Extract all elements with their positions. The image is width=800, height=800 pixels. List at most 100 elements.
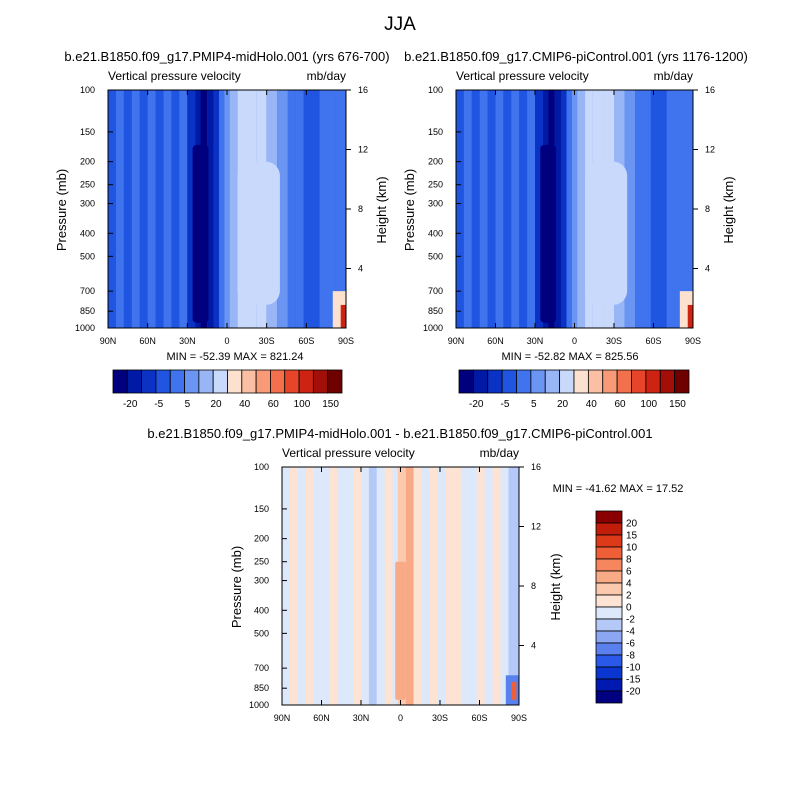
colorbar-label: -20 xyxy=(469,399,484,410)
field-cell xyxy=(139,90,148,328)
colorbar-box xyxy=(587,369,604,394)
colorbar-box xyxy=(595,558,623,572)
field-cell xyxy=(282,467,290,705)
field-cell xyxy=(289,467,298,705)
colorbar-box xyxy=(516,369,532,394)
field-cell xyxy=(171,90,180,328)
field-cell xyxy=(492,467,501,705)
field-cell xyxy=(535,90,543,328)
colorbar-box xyxy=(227,369,243,394)
field-cell xyxy=(192,144,209,323)
field-cell xyxy=(635,90,643,328)
y-tick-label: 200 xyxy=(254,534,269,544)
colorbar-label: 5 xyxy=(531,399,537,410)
field-cell xyxy=(368,467,377,705)
y-tick-label: 150 xyxy=(254,504,269,514)
field-cell xyxy=(187,90,196,328)
colorbar-box xyxy=(298,369,314,394)
colorbar-box xyxy=(241,369,257,394)
colorbar-label: 20 xyxy=(626,519,638,530)
colorbar-box xyxy=(472,369,489,394)
colorbar-box xyxy=(559,369,575,394)
field-cell xyxy=(468,467,477,705)
field-cell xyxy=(682,90,693,328)
height-tick-label: 16 xyxy=(705,85,715,95)
y-tick-label: 1000 xyxy=(75,323,95,333)
axes: 90N 60N 30N 0 30S 60S 90S 100 150 200 250 300 400 500… xyxy=(249,462,541,723)
field-cell xyxy=(321,467,330,705)
colorbar-label: 40 xyxy=(239,399,251,410)
field-cell xyxy=(361,467,369,705)
height-tick-label: 4 xyxy=(531,641,536,651)
colorbar-label: 60 xyxy=(268,399,280,410)
height-tick-label: 8 xyxy=(531,581,536,591)
colorbar-box xyxy=(126,369,143,394)
field-cell xyxy=(511,681,517,700)
colorbar: -20 -5 5 20 40 60 100 150 xyxy=(458,369,690,410)
y-tick-label: 700 xyxy=(428,286,443,296)
contour-field xyxy=(282,467,519,705)
min-max-stats: MIN = -52.39 MAX = 821.24 xyxy=(167,351,304,363)
colorbar: -20 -5 5 20 40 60 100 150 xyxy=(112,369,343,410)
colorbar-box xyxy=(595,666,623,680)
field-cell xyxy=(666,90,675,328)
y-tick-label: 300 xyxy=(80,199,95,209)
x-tick-label: 30N xyxy=(353,713,370,723)
field-cell xyxy=(463,90,472,328)
y-tick-label: 400 xyxy=(254,605,269,615)
colorbar-box xyxy=(595,606,623,620)
colorbar-label: 100 xyxy=(640,399,657,410)
x-tick-label: 90S xyxy=(511,713,527,723)
field-cell xyxy=(305,467,314,705)
colorbar-box xyxy=(595,630,623,644)
field-cell xyxy=(687,304,693,328)
y-tick-label: 1000 xyxy=(249,700,269,710)
y-tick-label: 500 xyxy=(254,628,269,638)
x-tick-label: 0 xyxy=(572,336,577,346)
colorbar-box xyxy=(645,369,661,394)
height-tick-label: 4 xyxy=(358,264,363,274)
y-tick-label: 300 xyxy=(428,199,443,209)
x-tick-label: 30S xyxy=(432,713,448,723)
x-tick-label: 30S xyxy=(606,336,622,346)
x-tick-label: 60S xyxy=(645,336,661,346)
x-tick-label: 0 xyxy=(398,713,403,723)
field-cell xyxy=(219,90,225,328)
colorbar-label: -20 xyxy=(626,687,641,698)
axes: 90N 60N 30N 0 30S 60S 90S 100 150 200 250 300 400 500… xyxy=(423,85,715,346)
field-cell xyxy=(566,90,572,328)
x-tick-label: 60N xyxy=(487,336,504,346)
y-tick-label: 700 xyxy=(254,663,269,673)
field-cell xyxy=(345,467,354,705)
colorbar-box xyxy=(659,369,676,394)
field-cell xyxy=(123,90,132,328)
colorbar-label: 60 xyxy=(614,399,626,410)
field-cell xyxy=(131,90,140,328)
field-cell xyxy=(540,144,557,323)
field-cell xyxy=(500,467,509,705)
x-tick-label: 60N xyxy=(313,713,330,723)
field-cell xyxy=(554,90,562,328)
y-tick-label: 250 xyxy=(254,557,269,567)
colorbar-box xyxy=(458,369,474,394)
height-tick-label: 12 xyxy=(358,145,368,155)
height-tick-label: 12 xyxy=(705,145,715,155)
y-axis-right-label: Height (km) xyxy=(548,553,563,620)
colorbar-box xyxy=(312,369,329,394)
panel-title: b.e21.B1850.f09_g17.CMIP6-piControl.001 … xyxy=(404,49,748,64)
field-cell xyxy=(453,467,462,705)
x-tick-label: 30N xyxy=(179,336,196,346)
field-cell xyxy=(503,90,512,328)
colorbar-box xyxy=(169,369,185,394)
panel-midholo: b.e21.B1850.f09_g17.PMIP4-midHolo.001 (y… xyxy=(54,49,390,410)
panel-right-label: mb/day xyxy=(654,69,693,83)
colorbar-box xyxy=(487,369,503,394)
colorbar-box xyxy=(595,534,623,548)
y-tick-label: 400 xyxy=(80,228,95,238)
colorbar-label: -15 xyxy=(626,675,641,686)
colorbar-label: -6 xyxy=(626,639,635,650)
figure-title: JJA xyxy=(384,14,416,35)
colorbar-box xyxy=(595,570,623,584)
y-axis-right-label: Height (km) xyxy=(721,176,736,243)
